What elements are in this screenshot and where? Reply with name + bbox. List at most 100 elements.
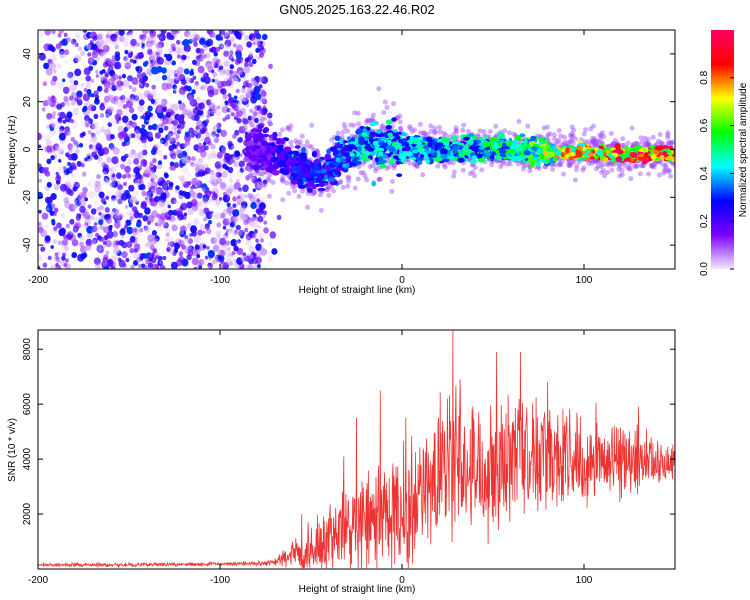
noise-point (53, 69, 57, 74)
noise-point (85, 244, 92, 251)
noise-point (57, 112, 62, 117)
ridge-halo-point (666, 169, 672, 175)
noise-point (147, 234, 155, 243)
noise-point (202, 244, 207, 249)
noise-point (90, 123, 96, 130)
noise-point (233, 182, 241, 190)
noise-point (86, 88, 92, 95)
noise-point (44, 224, 49, 229)
noise-point (138, 227, 144, 233)
noise-point (104, 36, 112, 44)
noise-point (107, 122, 113, 127)
noise-point (71, 38, 77, 45)
noise-point (117, 101, 123, 108)
noise-point (69, 218, 75, 225)
noise-point (98, 212, 102, 216)
noise-point (103, 176, 110, 183)
noise-point (218, 65, 224, 71)
noise-point (151, 51, 157, 57)
noise-point (92, 189, 100, 197)
noise-point (253, 111, 258, 117)
noise-point (200, 239, 206, 245)
noise-point (71, 91, 76, 97)
noise-point (215, 230, 222, 238)
noise-point (103, 177, 109, 183)
noise-point (220, 62, 225, 67)
noise-point (141, 72, 147, 79)
ridge-halo-point (286, 190, 292, 196)
ridge-point (324, 153, 331, 160)
noise-point (121, 110, 129, 118)
noise-point (231, 144, 237, 151)
noise-point (169, 241, 174, 246)
noise-point (220, 129, 228, 138)
noise-point (53, 207, 59, 213)
noise-point (199, 160, 204, 165)
noise-point (184, 50, 189, 55)
ridge-halo-point (634, 163, 640, 169)
noise-point (67, 148, 73, 154)
noise-point (142, 215, 149, 222)
noise-point (84, 247, 89, 252)
ridge-halo-point (551, 132, 557, 138)
noise-point (134, 126, 141, 135)
noise-point (219, 100, 226, 107)
noise-point (222, 93, 228, 100)
noise-point (267, 254, 273, 262)
ridge-halo-point (250, 115, 256, 121)
noise-point (187, 112, 194, 120)
noise-point (205, 40, 211, 47)
noise-point (105, 34, 110, 39)
noise-point (232, 216, 239, 224)
noise-point (156, 92, 160, 96)
noise-point (77, 96, 82, 102)
noise-point (89, 33, 93, 38)
noise-point (204, 191, 208, 195)
noise-point (103, 128, 111, 137)
noise-point (158, 222, 162, 227)
noise-point (65, 71, 73, 80)
noise-point (173, 86, 180, 94)
noise-point (221, 43, 229, 52)
noise-point (207, 153, 213, 160)
noise-point (45, 166, 50, 171)
noise-point (236, 52, 242, 60)
noise-point (235, 44, 243, 53)
noise-point (209, 47, 214, 53)
noise-point (120, 131, 128, 139)
noise-point (141, 190, 147, 197)
noise-point (203, 163, 209, 169)
noise-point (216, 58, 221, 64)
noise-point (139, 253, 144, 259)
noise-point (67, 177, 72, 183)
ridge-halo-point (569, 124, 575, 130)
noise-point (121, 251, 128, 259)
noise-point (142, 159, 147, 165)
noise-point (114, 120, 118, 124)
ridge-halo-point (472, 173, 478, 179)
noise-point (184, 30, 191, 38)
noise-point (239, 94, 246, 102)
noise-point (51, 218, 56, 224)
noise-point (126, 210, 133, 217)
noise-point (113, 198, 117, 203)
noise-point (114, 44, 119, 50)
spectrogram-marks (38, 30, 675, 269)
noise-point (256, 41, 262, 47)
noise-point (150, 181, 158, 190)
ridge-halo-point (309, 122, 315, 128)
noise-point (251, 77, 255, 82)
noise-point (196, 253, 201, 259)
noise-point (221, 170, 228, 179)
noise-point (172, 119, 178, 126)
ridge-halo-point (381, 110, 387, 116)
noise-point (219, 69, 226, 76)
noise-point (89, 40, 94, 45)
noise-point (173, 136, 179, 142)
ridge-halo-point (417, 122, 423, 127)
noise-point (222, 208, 229, 216)
noise-point (258, 232, 265, 239)
noise-point (222, 69, 227, 75)
noise-point (175, 185, 180, 191)
noise-point (181, 179, 187, 185)
